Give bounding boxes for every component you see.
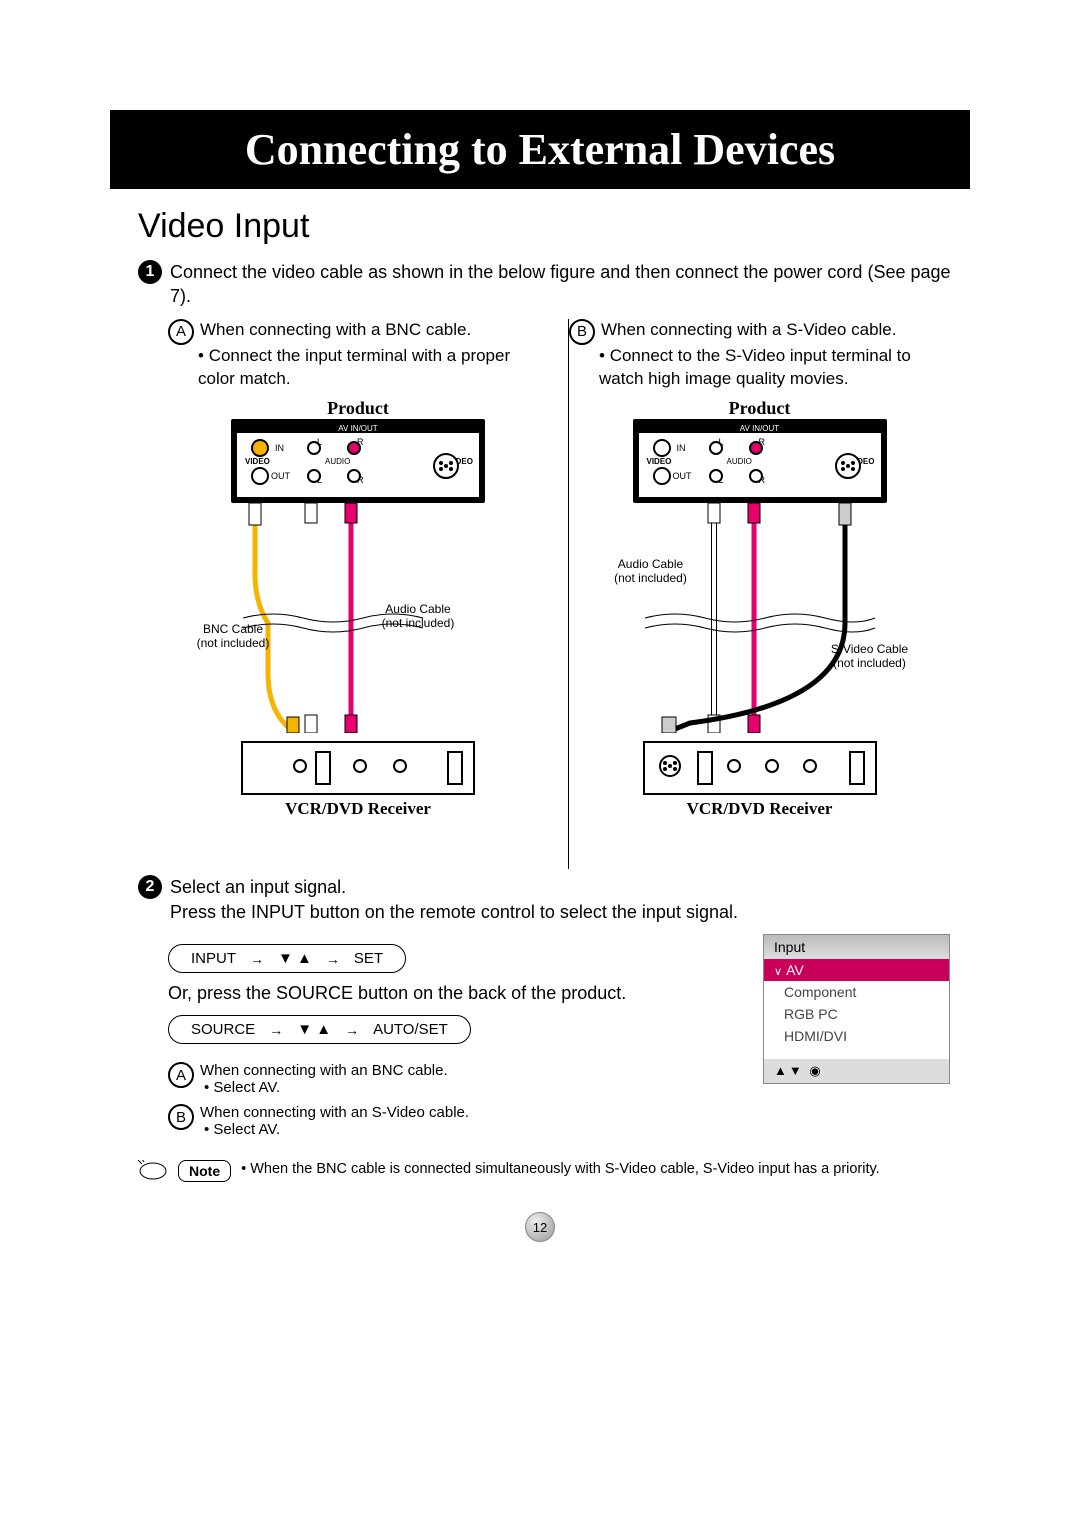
video-out-port [251, 467, 269, 485]
input-pill: INPUT → ▼ ▲ → SET [168, 944, 406, 973]
step-1-text: Connect the video cable as shown in the … [170, 260, 970, 309]
menu-item: Component [764, 981, 949, 1003]
letter-b-icon: B [168, 1104, 194, 1130]
source-pill: SOURCE → ▼ ▲ → AUTO/SET [168, 1015, 471, 1044]
svideo-port [433, 453, 459, 479]
input-menu: Input ∨AV Component RGB PC HDMI/DVI ▲▼ ◉ [763, 934, 950, 1084]
col-a-bullet: • Connect the input terminal with a prop… [198, 345, 548, 391]
column-a: A When connecting with a BNC cable. • Co… [168, 319, 569, 870]
down-up-icon: ▼ ▲ [278, 950, 312, 967]
diagram-a: AV IN/OUT IN OUT VIDEO AUDIO L R L R S-V… [168, 419, 548, 869]
column-b: B When connecting with a S-Video cable. … [569, 319, 970, 870]
menu-title: Input [764, 935, 949, 959]
menu-selected: ∨AV [764, 959, 949, 981]
note-remote-icon [138, 1160, 168, 1182]
opt-b-text: When connecting with an S-Video cable. [200, 1104, 469, 1121]
step-2-icon: 2 [138, 875, 162, 899]
receiver-b [643, 741, 877, 795]
product-label-a: Product [168, 398, 548, 419]
product-panel-a: AV IN/OUT IN OUT VIDEO AUDIO L R L R S-V… [231, 419, 485, 503]
receiver-a [241, 741, 475, 795]
col-b-bullet: • Connect to the S-Video input terminal … [599, 345, 950, 391]
step-2-line2: Press the INPUT button on the remote con… [170, 900, 738, 924]
receiver-label-b: VCR/DVD Receiver [687, 799, 833, 819]
product-panel-b: AV IN/OUT IN OUT VIDEO AUDIO L R L R S-V… [633, 419, 887, 503]
receiver-label-a: VCR/DVD Receiver [285, 799, 431, 819]
note-badge: Note [178, 1160, 231, 1182]
diagram-b: AV IN/OUT IN OUT VIDEO AUDIO L R L R S-V… [569, 419, 950, 869]
down-up-icon: ▼ ▲ [297, 1021, 331, 1038]
opt-a-sel: • Select AV. [204, 1079, 448, 1096]
col-b-heading: When connecting with a S-Video cable. [601, 319, 896, 342]
menu-footer: ▲▼ ◉ [764, 1059, 949, 1083]
arrow-icon: → [269, 1022, 283, 1038]
opt-b-sel: • Select AV. [204, 1121, 469, 1138]
product-label-b: Product [569, 398, 950, 419]
note-text: • When the BNC cable is connected simult… [241, 1160, 880, 1180]
menu-item: HDMI/DVI [764, 1025, 949, 1047]
step-2-line1: Select an input signal. [170, 875, 738, 899]
menu-item: RGB PC [764, 1003, 949, 1025]
arrow-icon: → [250, 951, 264, 967]
cable-area-b: Audio Cable(not included) S-Video Cable(… [635, 503, 885, 733]
step-1-icon: 1 [138, 260, 162, 284]
opt-a-text: When connecting with an BNC cable. [200, 1062, 448, 1079]
letter-a-icon: A [168, 319, 194, 345]
arrow-icon: → [326, 951, 340, 967]
arrow-icon: → [345, 1022, 359, 1038]
chevron-down-icon: ∨ [774, 966, 782, 978]
letter-b-icon: B [569, 319, 595, 345]
video-in-port [251, 439, 269, 457]
letter-a-icon: A [168, 1062, 194, 1088]
col-a-heading: When connecting with a BNC cable. [200, 319, 471, 342]
page-title: Connecting to External Devices [110, 110, 970, 189]
cable-area-a: BNC Cable(not included) Audio Cable(not … [233, 503, 483, 733]
section-heading: Video Input [138, 207, 970, 246]
page-number: 12 [525, 1212, 555, 1242]
